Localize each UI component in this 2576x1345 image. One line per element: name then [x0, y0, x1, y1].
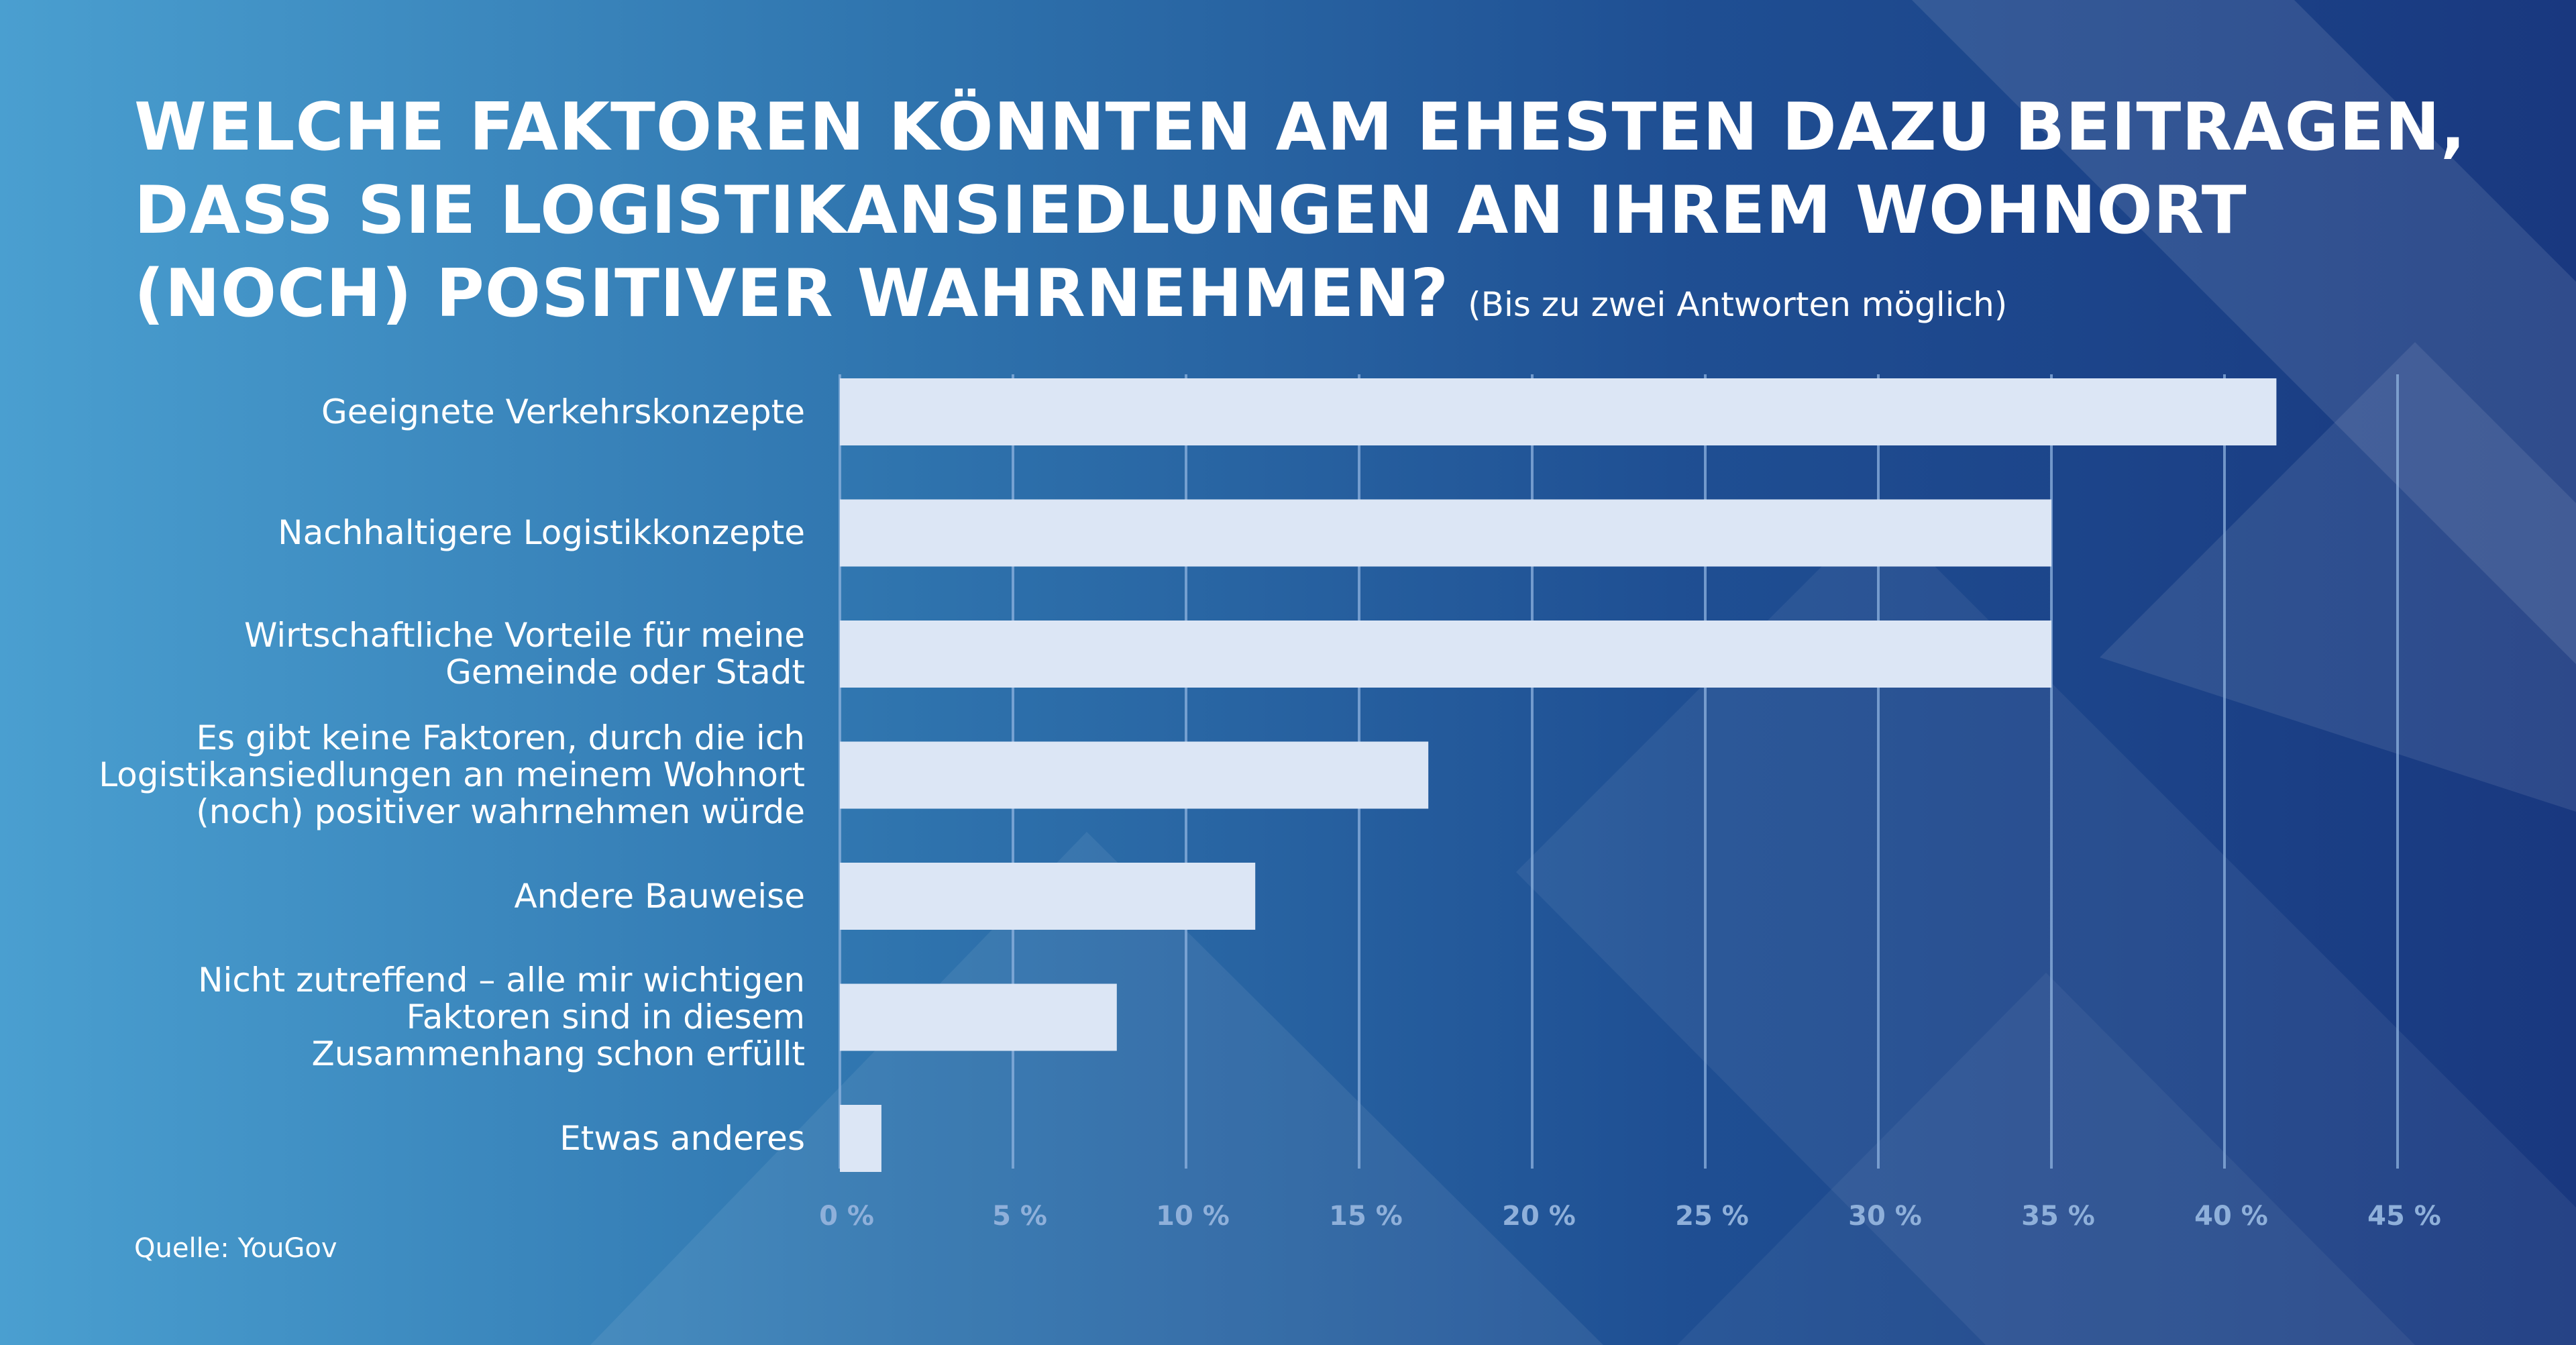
title-line-3: (NOCH) POSITIVER WAHRNEHMEN? (Bis zu zwei… — [134, 252, 2482, 346]
category-label: Es gibt keine Faktoren, durch die ich Log… — [27, 720, 805, 830]
category-label: Geeignete Verkehrskonzepte — [27, 392, 805, 431]
bar — [840, 378, 2277, 445]
category-label: Etwas anderes — [27, 1120, 805, 1157]
category-label: Andere Bauweise — [27, 876, 806, 916]
category-label-line: Zusammenhang schon erfüllt — [311, 1034, 805, 1073]
chart-title: WELCHE FAKTOREN KÖNNTEN AM EHESTEN DAZU … — [134, 86, 2482, 346]
bar — [840, 499, 2051, 567]
tick-label: 45 % — [2367, 1201, 2441, 1232]
tick-label: 40 % — [2194, 1201, 2268, 1232]
category-label-line: Wirtschaftliche Vorteile für meine — [244, 616, 805, 655]
title-line-1: WELCHE FAKTOREN KÖNNTEN AM EHESTEN DAZU … — [134, 89, 2467, 166]
category-label-line: Andere Bauweise — [514, 876, 806, 916]
title-line-3-text: (NOCH) POSITIVER WAHRNEHMEN? — [134, 256, 1450, 332]
tick-label: 5 % — [992, 1201, 1047, 1232]
tick-label: 0 % — [819, 1201, 874, 1232]
category-label: Nicht zutreffend – alle mir wichtigen Fak… — [27, 962, 805, 1073]
bar — [840, 863, 1256, 930]
category-label-line: Faktoren sind in diesem — [406, 998, 805, 1036]
category-label-line: Logistikansiedlungen an meinem Wohnort — [99, 755, 805, 794]
category-label-line: Es gibt keine Faktoren, durch die ich — [196, 718, 805, 757]
bar — [840, 983, 1117, 1051]
bars — [840, 378, 2277, 1172]
category-label-line: Geeignete Verkehrskonzepte — [321, 392, 805, 431]
category-label-line: Etwas anderes — [559, 1118, 805, 1158]
title-line-2: DASS SIE LOGISTIKANSIEDLUNGEN AN IHREM W… — [134, 172, 2247, 249]
tick-label: 15 % — [1329, 1201, 1403, 1232]
x-axis-tick-labels: 0 % 5 % 10 % 15 % 20 % 25 % 30 % 35 % 40 % 45 % — [819, 1201, 2441, 1232]
source-note: Quelle: YouGov — [134, 1233, 337, 1264]
category-label: Wirtschaftliche Vorteile für meine Gemein… — [27, 617, 805, 691]
tick-label: 30 % — [1848, 1201, 1922, 1232]
chart-subtitle: (Bis zu zwei Antworten möglich) — [1468, 285, 2008, 324]
bar — [840, 741, 1429, 809]
category-label-line: (noch) positiver wahrnehmen würde — [196, 792, 805, 831]
tick-label: 20 % — [1502, 1201, 1576, 1232]
tick-label: 35 % — [2021, 1201, 2095, 1232]
category-label: Nachhaltigere Logistikkonzepte — [27, 515, 805, 551]
tick-label: 10 % — [1156, 1201, 1230, 1232]
category-label-line: Nachhaltigere Logistikkonzepte — [278, 513, 805, 552]
category-label-line: Gemeinde oder Stadt — [445, 653, 805, 692]
category-label-line: Nicht zutreffend – alle mir wichtigen — [198, 961, 805, 1000]
tick-label: 25 % — [1675, 1201, 1749, 1232]
bar — [840, 621, 2051, 688]
bar — [840, 1105, 881, 1172]
